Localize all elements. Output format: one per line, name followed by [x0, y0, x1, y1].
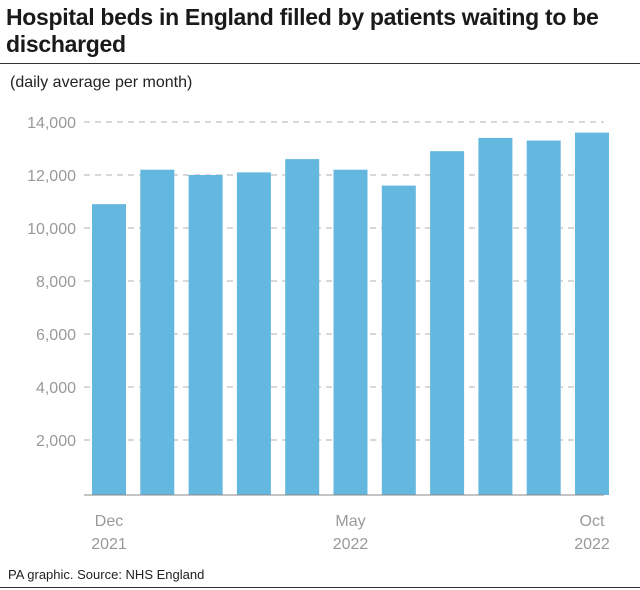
bar-oct-2022	[575, 132, 609, 495]
x-tick-label: Oct	[580, 513, 605, 530]
divider	[0, 63, 640, 64]
chart-subtitle: (daily average per month)	[10, 74, 193, 91]
bar-feb-2022	[188, 175, 223, 495]
x-tick-label: Dec	[95, 513, 123, 530]
x-tick-label: 2022	[574, 536, 610, 553]
y-tick-label: 6,000	[36, 327, 76, 344]
bar-sep-2022	[526, 140, 561, 496]
x-tick-label: 2022	[333, 536, 369, 553]
y-tick-label: 12,000	[27, 168, 76, 185]
y-tick-label: 10,000	[27, 221, 76, 238]
bar-mar-2022	[236, 172, 271, 495]
chart-title: Hospital beds in England filled by patie…	[6, 4, 599, 57]
y-tick-label: 8,000	[36, 274, 76, 291]
divider	[0, 587, 640, 588]
y-tick-label: 4,000	[36, 380, 76, 397]
bar-dec-2021	[92, 204, 126, 495]
bar-jul-2022	[430, 151, 465, 495]
source-note: PA graphic. Source: NHS England	[8, 567, 205, 582]
y-tick-label: 2,000	[36, 433, 76, 450]
bar-jun-2022	[381, 185, 416, 495]
x-tick-label: May	[335, 513, 365, 530]
bar-apr-2022	[285, 159, 320, 495]
bar-may-2022	[333, 169, 368, 495]
bar-aug-2022	[478, 137, 513, 495]
x-tick-label: 2021	[91, 536, 127, 553]
bar-jan-2022	[140, 169, 175, 495]
y-tick-label: 14,000	[27, 115, 76, 132]
